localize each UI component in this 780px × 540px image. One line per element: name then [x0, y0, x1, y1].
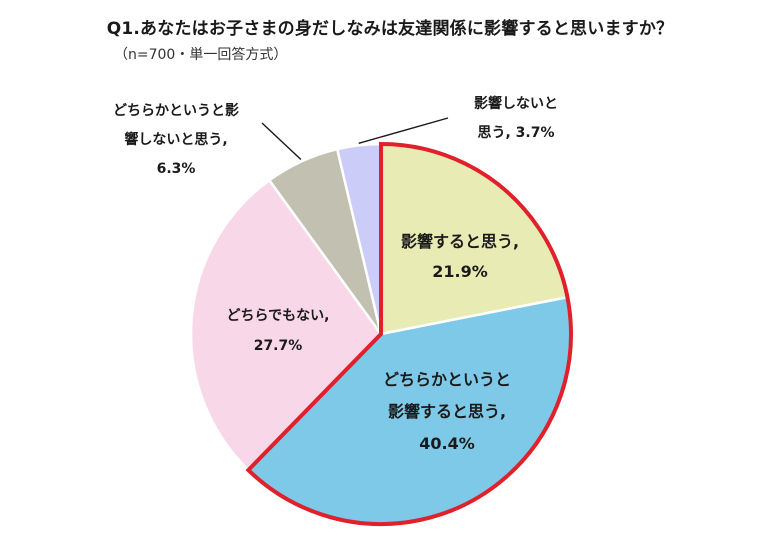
- label-not-affect: 影響しないと思う, 3.7%: [474, 95, 558, 141]
- label-neither: どちらでもない, 27.7%: [227, 308, 330, 354]
- highlight-outline: [245, 141, 573, 526]
- chart-title: Q1.あなたはお子さまの身だしなみは友達関係に影響すると思いますか？: [106, 19, 674, 39]
- slice-neither: [189, 178, 383, 472]
- leader-line-not-affect: [358, 117, 449, 144]
- label-somewhat-not-affect: どちらかというと影響しないと思う, 6.3%: [113, 103, 239, 177]
- leader-line-somewhat-not-affect: [261, 122, 302, 161]
- label-somewhat-affects: どちらかというと影響すると思う, 40.4%: [383, 370, 511, 453]
- label-affects: 影響すると思う, 21.9%: [401, 232, 519, 281]
- chart-subtitle: （n=700・単一回答方式）: [114, 47, 288, 63]
